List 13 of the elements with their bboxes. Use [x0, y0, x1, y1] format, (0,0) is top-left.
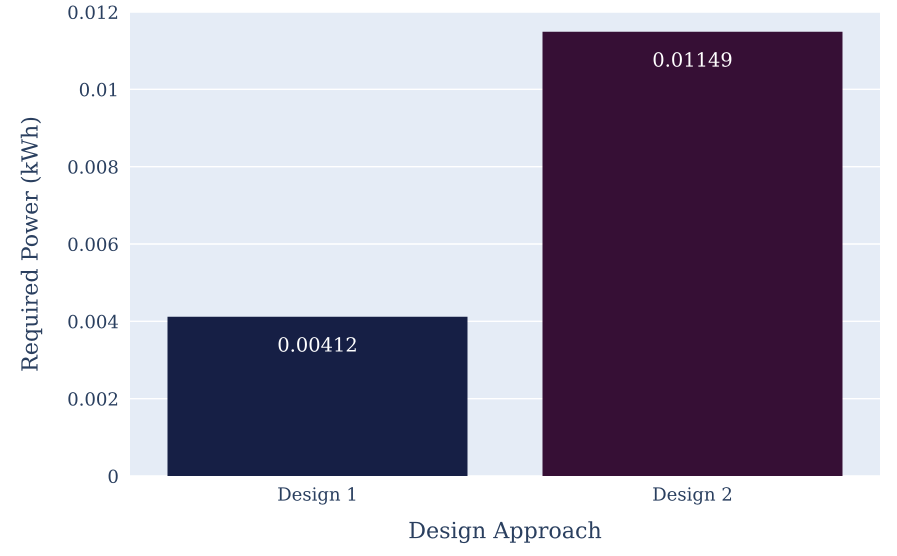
y-axis-title: Required Power (kWh)	[20, 118, 42, 371]
x-axis-title: Design Approach	[409, 521, 602, 544]
x-tick-label: Design 1	[278, 487, 356, 505]
y-tick-label: 0.006	[68, 237, 118, 252]
y-tick-label: 0.004	[68, 314, 118, 328]
x-tick-label: Design 2	[653, 487, 732, 505]
y-tick-label: 0.012	[68, 5, 118, 20]
data-label: 0.00412	[278, 337, 356, 352]
data-label: 0.01149	[654, 52, 732, 67]
y-tick-label: 0.002	[68, 392, 118, 406]
y-tick-label: 0.008	[68, 160, 118, 174]
y-tick-label: 0	[108, 469, 118, 484]
y-tick-label: 0.01	[80, 82, 116, 96]
